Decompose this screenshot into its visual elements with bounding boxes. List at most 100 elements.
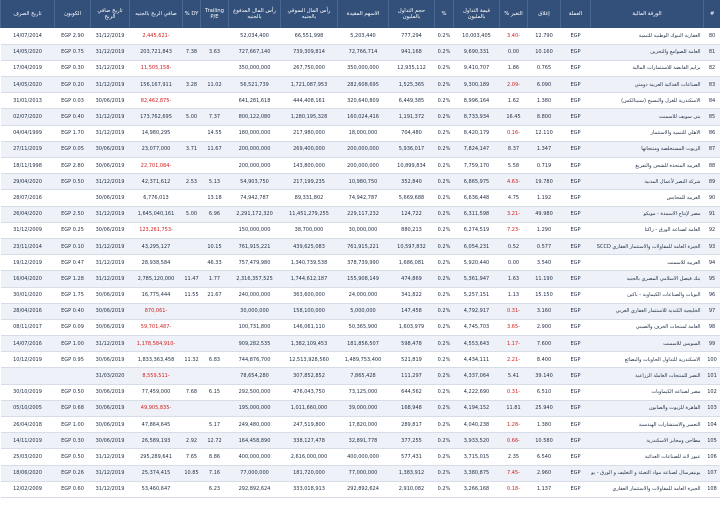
column-header-value[interactable]: قيمة التداول بالمليون: [453, 0, 500, 28]
cell-name[interactable]: البويات والصناعات الكيماوية - باكين: [590, 287, 704, 304]
cell-value: 8,996,164: [453, 92, 500, 110]
column-header-pdate[interactable]: تاريخ الصرف: [0, 0, 55, 28]
table-row[interactable]: 82 برايم القابضة للاستثمارات المالية EGP 0.…: [0, 60, 720, 78]
table-row[interactable]: 90 العربية للمحابس EGP 1.192 4.75 6,636,448 0.…: [0, 189, 720, 207]
table-row[interactable]: 97 الخليجية الكندية للاستثمار العقاري الع…: [0, 303, 720, 320]
cell-idx: 84: [703, 92, 720, 110]
cell-name[interactable]: بنى سويف للاسمنت: [590, 108, 704, 126]
table-row[interactable]: 106 عبور لاند للصناعات الغذائية EGP 6.540 2.…: [0, 448, 720, 466]
cell-mcap: 11,451,279,255: [280, 206, 338, 223]
cell-name[interactable]: الجيزة العامة للمقاولات والاستثمار العقا…: [590, 238, 704, 256]
column-header-mcap[interactable]: رأس المال السوقي بالجنيه: [280, 0, 338, 28]
cell-pdate: 28/07/2016: [0, 189, 55, 207]
table-row[interactable]: 98 العامة لمنتجات الخزف والصيني EGP 2.900 -3…: [0, 319, 720, 337]
table-row[interactable]: 86 الاهلي للتنمية والاستثمار EGP 12.110 -0.1…: [0, 125, 720, 142]
table-row[interactable]: 85 بنى سويف للاسمنت EGP 8.800 16.45 8,733,934…: [0, 108, 720, 126]
cell-idx: 101: [703, 367, 720, 385]
table-row[interactable]: 91 مصر لإنتاج الاسمدة - موبكو EGP 49.980 -3.…: [0, 206, 720, 223]
cell-name[interactable]: العربية المتحدة للشحن والتفريغ: [590, 157, 704, 175]
cell-pdate: 25/03/2020: [0, 448, 55, 466]
table-row[interactable]: 96 البويات والصناعات الكيماوية - باكين EGP…: [0, 287, 720, 304]
cell-name[interactable]: النصر للمنتجات العاملة الزراعية: [590, 367, 704, 385]
table-row[interactable]: 84 الاسكندرية للغزل والنسيج (سبينالكس) EGP…: [0, 92, 720, 110]
cell-mcap: 1,280,195,328: [280, 108, 338, 126]
cell-name[interactable]: الاهلي للتنمية والاستثمار: [590, 125, 704, 142]
cell-dy: [182, 319, 201, 337]
cell-net: 295,289,641: [129, 448, 183, 466]
cell-net: 1,833,363,458: [129, 351, 183, 369]
cell-mcap: 333,018,913: [280, 481, 338, 498]
column-header-pct1[interactable]: %: [434, 0, 454, 28]
table-row[interactable]: 104 التعمير والاستشارات الهندسية EGP 1.380-…: [0, 416, 720, 434]
column-header-currency[interactable]: العملة: [560, 0, 591, 28]
cell-name[interactable]: السويس للاسمنت: [590, 335, 704, 353]
cell-name[interactable]: الصناعات الغذائية العربية دومتي: [590, 76, 704, 94]
cell-name[interactable]: الاسكندرية للغزل والنسيج (سبينالكس): [590, 92, 704, 110]
cell-name[interactable]: العامة لمنتجات الخزف والصيني: [590, 319, 704, 337]
column-header-shares[interactable]: الاسهم المقيدة: [337, 0, 389, 28]
column-header-pe[interactable]: Trailing P/E: [200, 0, 229, 28]
cell-pe: [200, 400, 229, 418]
table-row[interactable]: 83 الصناعات الغذائية العربية دومتي EGP 6.09…: [0, 76, 720, 94]
table-row[interactable]: 81 العامة للصوامع والتخزين EGP 10.160 0.00 9,…: [0, 44, 720, 61]
table-row[interactable]: 99 السويس للاسمنت EGP 7.600 -1.17 4,553,643 0.…: [0, 335, 720, 353]
column-header-close[interactable]: إغلاق: [527, 0, 561, 28]
cell-name[interactable]: الجيزة العامة للمقاولات والاستثمار العقا…: [590, 481, 704, 498]
table-row[interactable]: 94 العربية للاسمنت EGP 3.540 0.00 5,920,440 0.…: [0, 254, 720, 272]
cell-name[interactable]: التعمير والاستشارات الهندسية: [590, 416, 704, 434]
cell-name[interactable]: برايم القابضة للاستثمارات المالية: [590, 60, 704, 78]
cell-idx: 104: [703, 416, 720, 434]
cell-name[interactable]: يونيفرسال لصناعة مواد التعبئة و التغليف …: [590, 465, 704, 482]
cell-shares: 181,856,507: [337, 335, 389, 353]
table-row[interactable]: 89 شركة النصر لأعمال المدنية EGP 19.780 -4.6…: [0, 173, 720, 191]
column-header-name[interactable]: الورقة المالية: [590, 0, 704, 28]
column-header-idx[interactable]: #: [703, 0, 720, 28]
cell-name[interactable]: شركة النصر لأعمال المدنية: [590, 173, 704, 191]
table-row[interactable]: 108 الجيزة العامة للمقاولات والاستثمار ال…: [0, 481, 720, 498]
cell-pct1: 0.2%: [434, 481, 454, 498]
table-row[interactable]: 105 مطاحن ومخابز الاسكندرية EGP 10.580 -0.66…: [0, 432, 720, 450]
cell-ndate: 31/12/2019: [90, 254, 130, 272]
column-header-coupon[interactable]: الكوبون: [54, 0, 91, 28]
table-row[interactable]: 88 العربية المتحدة للشحن والتفريغ EGP 0.719…: [0, 157, 720, 175]
cell-name[interactable]: مصر لصناعة الكيماويات: [590, 384, 704, 401]
cell-name[interactable]: العربية للمحابس: [590, 189, 704, 207]
cell-pct1: 0.2%: [434, 270, 454, 288]
table-row[interactable]: 93 الجيزة العامة للمقاولات والاستثمار الع…: [0, 238, 720, 256]
cell-name[interactable]: عبور لاند للصناعات الغذائية: [590, 448, 704, 466]
cell-net: 43,295,127: [129, 238, 183, 256]
cell-name[interactable]: العامة لصناعة الورق - راكتا: [590, 222, 704, 239]
cell-pdate: 23/11/2014: [0, 238, 55, 256]
cell-name[interactable]: القاهرة للزيوت والصابون: [590, 400, 704, 418]
table-row[interactable]: 87 الزيوت المستخلصة ومنتجاتها EGP 1.347 8.37…: [0, 141, 720, 159]
cell-ndate: 31/12/2019: [90, 108, 130, 126]
cell-currency: EGP: [560, 44, 591, 61]
cell-name[interactable]: بنك فيصل الاسلامي المصري بالجنيه: [590, 270, 704, 288]
cell-name[interactable]: مصر لإنتاج الاسمدة - موبكو: [590, 206, 704, 223]
cell-mcap: 217,980,000: [280, 125, 338, 142]
cell-name[interactable]: الاسكندرية للتداول الحاويات والبضائع: [590, 351, 704, 369]
column-header-paid[interactable]: رأس المال المدفوع بالجنيه: [228, 0, 281, 28]
cell-mcap: 66,551,998: [280, 28, 338, 45]
cell-name[interactable]: العربية للاسمنت: [590, 254, 704, 272]
table-row[interactable]: 80 العقارية البنوك الوطنية للتنمية EGP 12.7…: [0, 28, 720, 45]
cell-change: -3.21: [499, 206, 528, 223]
table-row[interactable]: 102 مصر لصناعة الكيماويات EGP 6.510 -0.31 4,2…: [0, 384, 720, 401]
column-header-change[interactable]: التغير %: [499, 0, 528, 28]
column-header-ndate[interactable]: تاريخ صافي الربح: [90, 0, 130, 28]
cell-name[interactable]: مطاحن ومخابز الاسكندرية: [590, 432, 704, 450]
table-row[interactable]: 103 القاهرة للزيوت والصابون EGP 25.940 11.81…: [0, 400, 720, 418]
column-header-volume[interactable]: حجم التداول بالمليون: [388, 0, 435, 28]
table-row[interactable]: 101 النصر للمنتجات العاملة الزراعية EGP 39.…: [0, 367, 720, 385]
table-row[interactable]: 95 بنك فيصل الاسلامي المصري بالجنيه EGP 11.…: [0, 270, 720, 288]
cell-name[interactable]: الخليجية الكندية للاستثمار العقاري العرب…: [590, 303, 704, 320]
cell-value: 3,380,875: [453, 465, 500, 482]
column-header-dy[interactable]: DY %: [182, 0, 201, 28]
cell-name[interactable]: الزيوت المستخلصة ومنتجاتها: [590, 141, 704, 159]
cell-name[interactable]: العقارية البنوك الوطنية للتنمية: [590, 28, 704, 45]
table-row[interactable]: 92 العامة لصناعة الورق - راكتا EGP 1.290 -7.…: [0, 222, 720, 239]
cell-name[interactable]: العامة للصوامع والتخزين: [590, 44, 704, 61]
column-header-net[interactable]: صافي الربح بالجنيه: [129, 0, 183, 28]
table-row[interactable]: 100 الاسكندرية للتداول الحاويات والبضائع E…: [0, 351, 720, 369]
table-row[interactable]: 107 يونيفرسال لصناعة مواد التعبئة و التغل…: [0, 465, 720, 482]
